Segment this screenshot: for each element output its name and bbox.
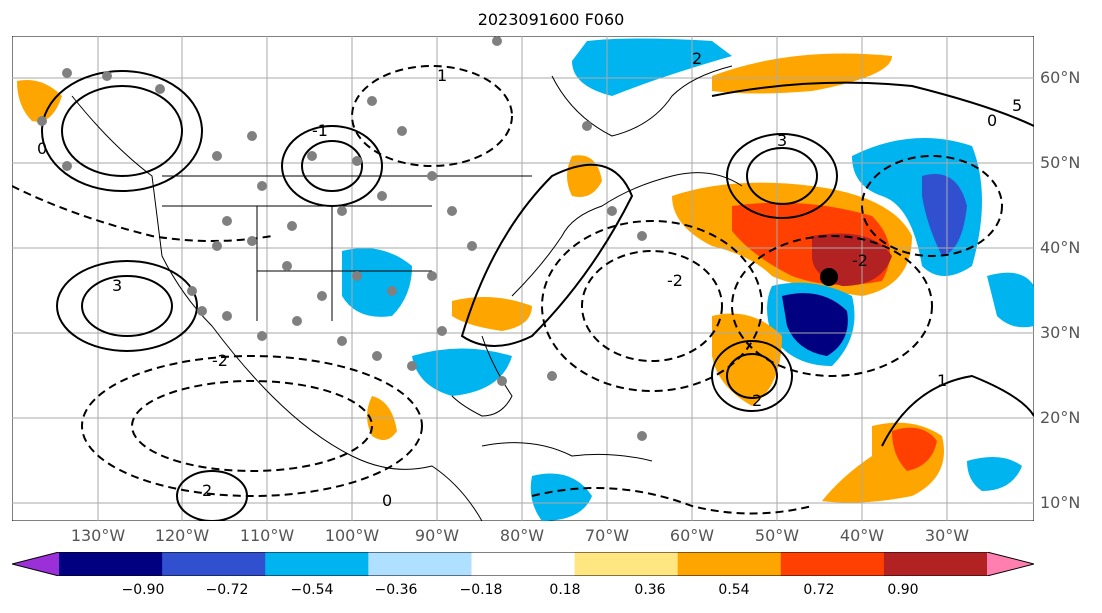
- contour-label: 2: [692, 49, 702, 68]
- lon-label-80w: 80°W: [499, 526, 545, 545]
- station-dots: [37, 36, 647, 441]
- colorbar-segment: [471, 552, 576, 576]
- lat-label-30: 30°N: [1040, 323, 1081, 342]
- dashed-contours: [12, 65, 1003, 515]
- coastlines: [71, 65, 743, 521]
- colorbar-tick: −0.54: [290, 582, 334, 598]
- storm-center-marker: [820, 268, 838, 286]
- colorbar-tick: 0.72: [803, 582, 835, 598]
- colorbar-tick: −0.90: [121, 582, 165, 598]
- colorbar-segment: [677, 552, 782, 576]
- colorbar: [12, 552, 1034, 576]
- contour-label: 2: [202, 481, 212, 500]
- contour-label: 1: [937, 371, 947, 390]
- colorbar-tick: −0.18: [459, 582, 503, 598]
- colorbar-tick: −0.36: [374, 582, 418, 598]
- contour-label: 1: [437, 66, 447, 85]
- lat-label-20: 20°N: [1040, 408, 1081, 427]
- contour-label: 3: [777, 131, 787, 150]
- colorbar-segment: [265, 552, 369, 576]
- lon-label-70w: 70°W: [584, 526, 630, 545]
- contour-label: 0: [37, 139, 47, 158]
- colorbar-segment: [780, 552, 885, 576]
- colorbar-segment: [574, 552, 679, 576]
- colorbar-tick: 0.18: [549, 582, 581, 598]
- colorbar-tick: 0.36: [634, 582, 666, 598]
- colorbar-segment: [883, 552, 988, 576]
- colorbar-tick: 0.90: [887, 582, 919, 598]
- lon-label-90w: 90°W: [414, 526, 460, 545]
- solid-contours: [41, 70, 1034, 521]
- contour-labels: 2 1 0 -1 -2 3 3 -2 0 5 2 1 2 0 -2: [37, 49, 1022, 510]
- lat-label-40: 40°N: [1040, 238, 1081, 257]
- colorbar-extend-min: [12, 552, 59, 576]
- colorbar-segment: [59, 552, 163, 576]
- lat-label-50: 50°N: [1040, 153, 1081, 172]
- contour-label: 2: [752, 391, 762, 410]
- lon-label-100w: 100°W: [324, 526, 380, 545]
- contour-label: 0: [987, 111, 997, 130]
- lon-label-110w: 110°W: [239, 526, 295, 545]
- contour-label: -2: [667, 271, 683, 290]
- contour-label: -2: [852, 251, 868, 270]
- contour-label: -2: [212, 351, 228, 370]
- lat-label-10: 10°N: [1040, 493, 1081, 512]
- lon-label-30w: 30°W: [924, 526, 970, 545]
- contour-label: -1: [312, 121, 328, 140]
- contour-label: 0: [382, 491, 392, 510]
- colorbar-extend-max: [987, 552, 1034, 576]
- lat-label-60: 60°N: [1040, 68, 1081, 87]
- colorbar-segment: [162, 552, 266, 576]
- colorbar-tick: −0.72: [205, 582, 249, 598]
- lon-label-40w: 40°W: [839, 526, 885, 545]
- contour-label: 3: [112, 276, 122, 295]
- lon-label-60w: 60°W: [669, 526, 715, 545]
- plot-title: 2023091600 F060: [477, 10, 625, 29]
- lon-label-120w: 120°W: [154, 526, 210, 545]
- map-panel: 2 1 0 -1 -2 3 3 -2 0 5 2 1 2 0 -2: [12, 36, 1034, 521]
- lon-label-130w: 130°W: [70, 526, 126, 545]
- contour-label: 5: [1012, 96, 1022, 115]
- lon-label-50w: 50°W: [754, 526, 800, 545]
- shaded-field: [17, 38, 1034, 521]
- colorbar-tick: 0.54: [718, 582, 750, 598]
- colorbar-segment: [368, 552, 472, 576]
